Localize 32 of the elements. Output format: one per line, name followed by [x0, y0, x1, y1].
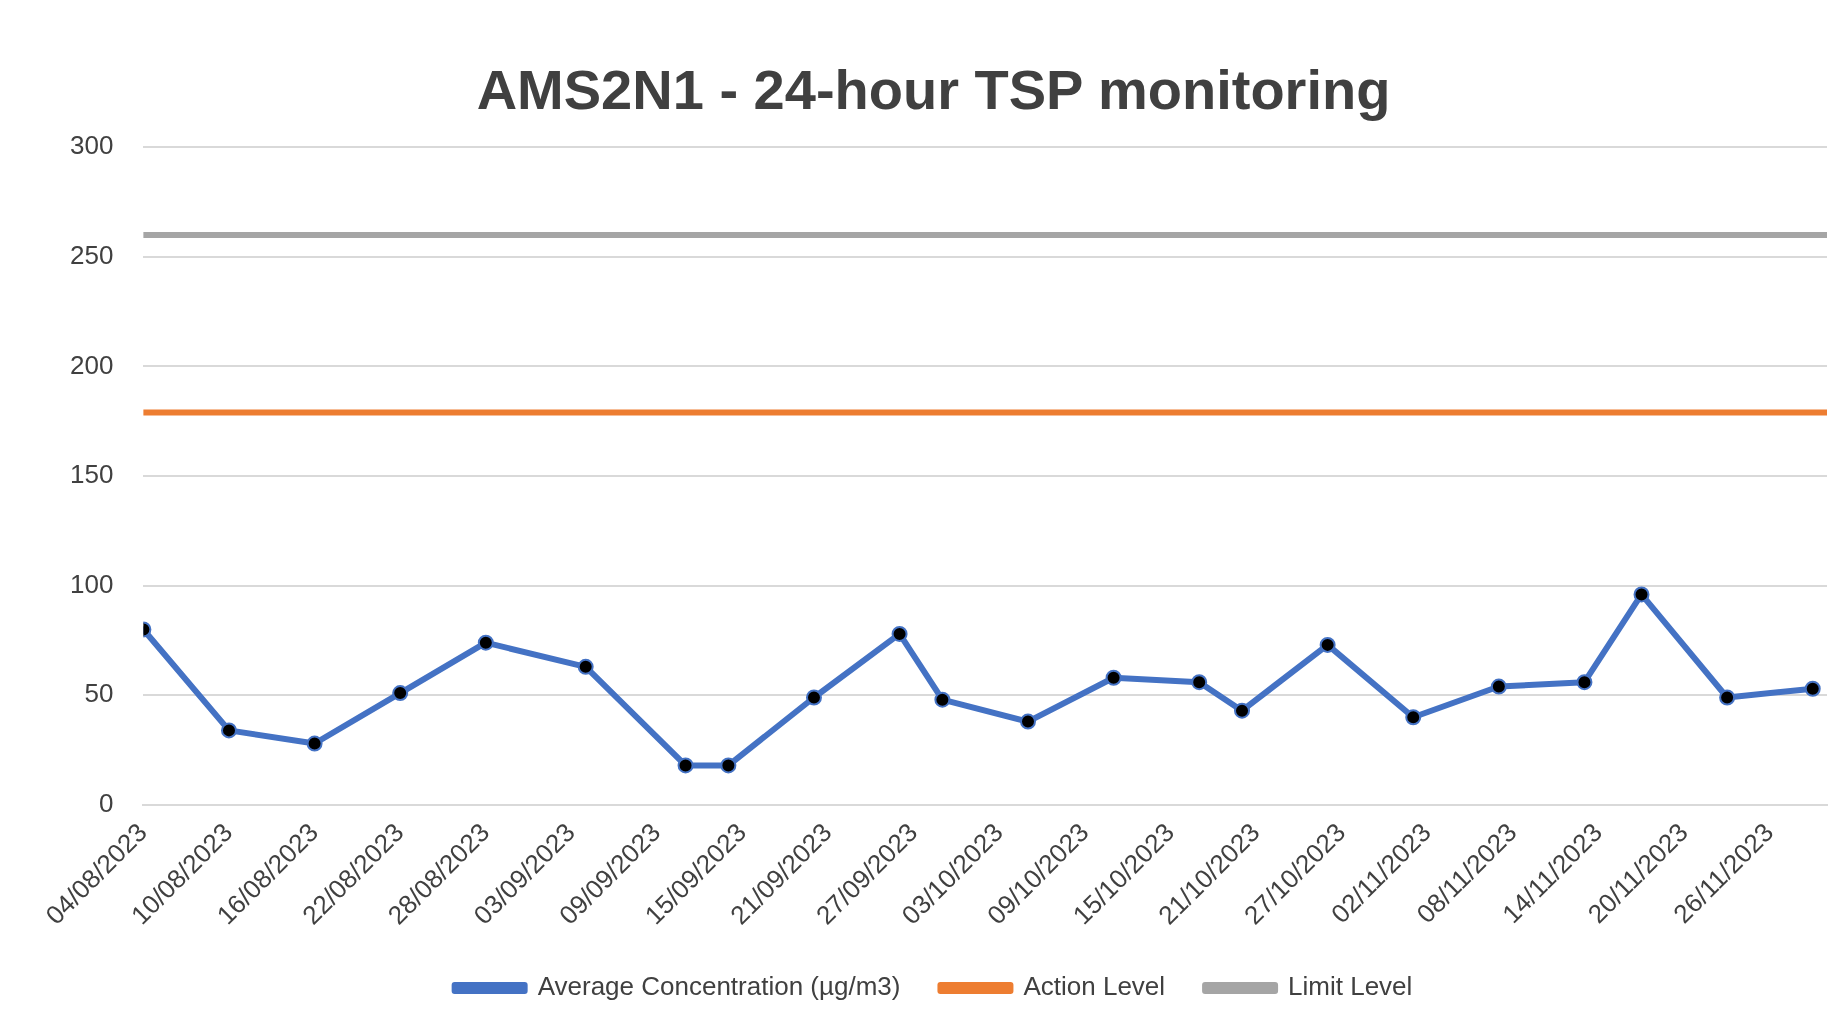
y-tick-label: 150 — [69, 459, 114, 490]
point — [934, 691, 951, 708]
point — [891, 625, 908, 642]
point — [392, 685, 409, 702]
point — [477, 634, 494, 651]
point — [1019, 713, 1036, 730]
point — [1719, 689, 1736, 706]
legend-label: Limit Level — [1288, 971, 1413, 1002]
point — [805, 689, 822, 706]
point — [1804, 680, 1821, 697]
y-tick-label: 0 — [98, 788, 114, 819]
y-tick-label: 300 — [69, 130, 114, 161]
point — [1490, 678, 1507, 695]
y-tick-label: 100 — [69, 568, 114, 599]
legend-label: Action Level — [1023, 971, 1166, 1002]
y-tick-label: 250 — [69, 239, 114, 270]
point — [720, 757, 737, 774]
point — [220, 722, 237, 739]
point — [1191, 674, 1208, 691]
point — [1234, 702, 1251, 719]
point — [1105, 669, 1122, 686]
point — [306, 735, 323, 752]
point — [677, 757, 694, 774]
point — [1405, 709, 1422, 726]
point — [1576, 674, 1593, 691]
point — [1633, 586, 1650, 603]
y-tick-label: 200 — [69, 349, 114, 380]
legend-label: Average Concentration (µg/m3) — [537, 971, 901, 1002]
point — [1319, 636, 1336, 653]
chart-title: AMS2N1 - 24-hour TSP monitoring — [476, 58, 1391, 122]
y-tick-label: 50 — [84, 678, 114, 709]
point — [577, 658, 594, 675]
